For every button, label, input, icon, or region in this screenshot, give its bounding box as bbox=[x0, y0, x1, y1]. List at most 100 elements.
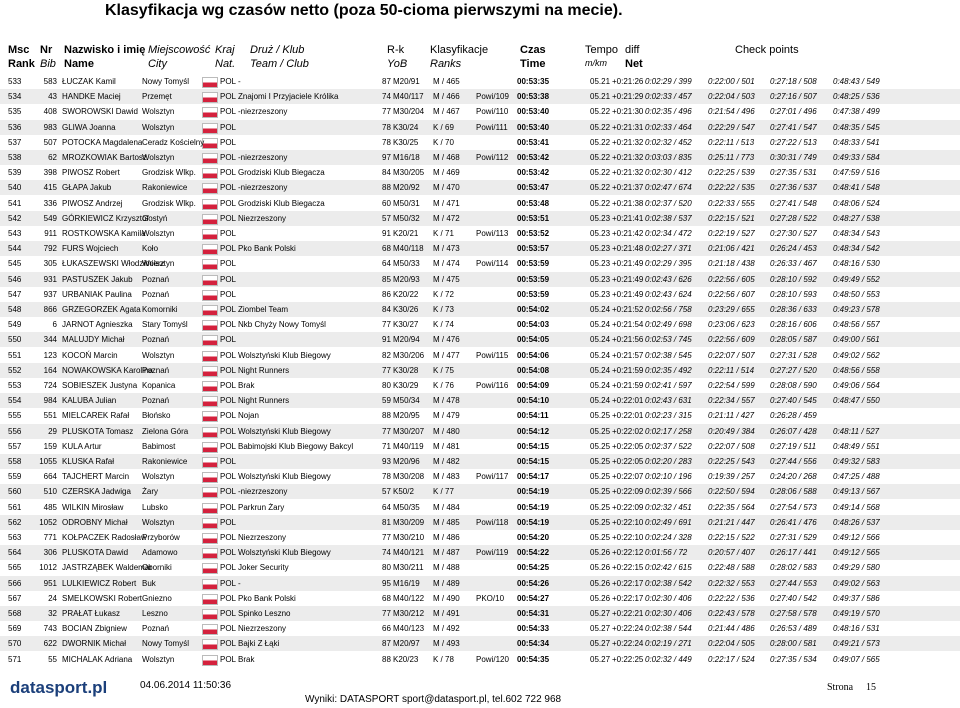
rank: 536 bbox=[8, 122, 22, 132]
city: Lubsko bbox=[142, 502, 168, 512]
checkpoint: 0:48:56 / 558 bbox=[833, 365, 880, 375]
flag-icon bbox=[202, 365, 218, 377]
diff: +0:22:21 bbox=[612, 609, 644, 618]
tempo: 05.27 bbox=[590, 609, 611, 618]
header-label: m/km bbox=[585, 58, 607, 68]
time: 00:53:48 bbox=[517, 198, 550, 208]
diff: +0:21:38 bbox=[612, 198, 644, 208]
tempo: 05.25 bbox=[590, 517, 611, 527]
tempo: 05.24 bbox=[590, 365, 611, 375]
table-row: 568 32 PRAŁAT Łukasz Leszno POL Spinko Leszno… bbox=[0, 606, 960, 621]
checkpoint: 0:02:19 / 271 bbox=[645, 639, 692, 649]
tempo: 05.24 bbox=[590, 396, 611, 406]
bib: 583 bbox=[43, 77, 57, 86]
checkpoint: 0:22:07 / 508 bbox=[708, 441, 755, 451]
category: K30/26 bbox=[393, 305, 419, 314]
table-row: 560 510 CZERSKA Jadwiga Żary POL -niezrzeszon… bbox=[0, 484, 960, 500]
category: M30/204 bbox=[393, 107, 425, 117]
gender-rank: M / 490 bbox=[433, 593, 460, 603]
tempo: 05.27 bbox=[590, 639, 611, 649]
time: 00:54:05 bbox=[517, 335, 550, 345]
city: Rakoniewice bbox=[142, 183, 188, 193]
nat: POL bbox=[220, 502, 237, 512]
checkpoint: 0:48:27 / 538 bbox=[833, 213, 880, 223]
checkpoint: 0:22:56 / 607 bbox=[708, 289, 755, 299]
rank: 533 bbox=[8, 77, 22, 86]
rank: 538 bbox=[8, 153, 22, 162]
checkpoint: 0:22:34 / 557 bbox=[708, 396, 755, 406]
rank: 565 bbox=[8, 563, 22, 573]
bib: 55 bbox=[48, 654, 57, 664]
nat: POL bbox=[220, 441, 237, 451]
club-rank: Powi/111 bbox=[476, 122, 508, 132]
yob: 93 bbox=[382, 457, 391, 466]
tempo: 05.25 bbox=[590, 502, 611, 512]
flag-icon bbox=[202, 213, 218, 225]
name: JARNOT Agnieszka bbox=[62, 320, 133, 330]
gender-rank: M / 491 bbox=[433, 609, 460, 618]
gender-rank: K / 70 bbox=[433, 137, 454, 147]
checkpoint: 0:22:56 / 605 bbox=[708, 274, 755, 284]
table-row: 559 664 TAJCHERT Marcin Wolsztyn POL Wolsztyń… bbox=[0, 469, 960, 484]
table-row: 563 771 KOŁPACZEK Radosław Przyborów POL Niez… bbox=[0, 530, 960, 545]
tempo: 05.25 bbox=[590, 457, 611, 466]
diff: +0:21:59 bbox=[612, 365, 644, 375]
team: Brak bbox=[238, 654, 255, 664]
team: Znajomi I Przyjaciele Królika bbox=[238, 92, 339, 102]
nat: POL bbox=[220, 654, 237, 664]
diff: +0:22:02 bbox=[612, 426, 644, 436]
time: 00:53:52 bbox=[517, 229, 550, 238]
diff: +0:22:24 bbox=[612, 624, 644, 634]
table-row: 561 485 WILKIN Mirosław Lubsko POL Parkrun Ża… bbox=[0, 500, 960, 515]
checkpoint: 0:22:43 / 578 bbox=[708, 609, 755, 618]
yob: 82 bbox=[382, 350, 391, 360]
tempo: 05.24 bbox=[590, 320, 611, 330]
checkpoint: 0:48:25 / 536 bbox=[833, 92, 880, 102]
bib: 306 bbox=[43, 548, 57, 558]
checkpoint: 0:02:32 / 452 bbox=[645, 137, 692, 147]
time: 00:54:26 bbox=[517, 578, 550, 588]
name: DWORNIK Michał bbox=[62, 639, 127, 649]
category: M20/91 bbox=[393, 77, 420, 86]
gender-rank: M / 492 bbox=[433, 624, 460, 634]
flag-icon bbox=[202, 305, 218, 316]
checkpoint: 0:24:20 / 268 bbox=[770, 472, 817, 482]
nat: POL bbox=[220, 168, 237, 178]
checkpoint: 0:49:12 / 565 bbox=[833, 548, 880, 558]
team: Wolsztyński Klub Biegowy bbox=[238, 350, 331, 360]
gender-rank: M / 482 bbox=[433, 457, 460, 466]
diff: +0:22:10 bbox=[612, 533, 644, 542]
flag-icon bbox=[202, 563, 218, 575]
checkpoint: 0:26:07 / 428 bbox=[770, 426, 817, 436]
checkpoint: 0:02:49 / 691 bbox=[645, 517, 692, 527]
flag-icon bbox=[202, 381, 218, 392]
gender-rank: K / 77 bbox=[433, 487, 454, 497]
bib: 344 bbox=[43, 335, 57, 345]
city: Buk bbox=[142, 578, 156, 588]
diff: +0:21:54 bbox=[612, 320, 644, 330]
checkpoint: 0:27:44 / 553 bbox=[770, 578, 817, 588]
flag-icon bbox=[202, 441, 218, 453]
yob: 88 bbox=[382, 654, 391, 664]
city: Żary bbox=[142, 487, 158, 497]
checkpoint: 0:02:34 / 472 bbox=[645, 229, 692, 238]
city: Błońsko bbox=[142, 411, 171, 421]
flag-icon bbox=[202, 107, 218, 119]
team: - bbox=[238, 77, 241, 86]
bib: 1012 bbox=[39, 563, 57, 573]
name: BOCIAN Zbigniew bbox=[62, 624, 127, 634]
team: Babimojski Klub Biegowy Bakcyl bbox=[238, 441, 354, 451]
checkpoint: 0:22:54 / 599 bbox=[708, 381, 755, 390]
club-rank: Powi/117 bbox=[476, 472, 509, 482]
checkpoint: 0:02:10 / 196 bbox=[645, 472, 692, 482]
name: PIWOSZ Robert bbox=[62, 168, 120, 178]
city: Przyborów bbox=[142, 533, 180, 542]
diff: +0:21:52 bbox=[612, 305, 644, 314]
tempo: 05.25 bbox=[590, 472, 611, 482]
rank: 558 bbox=[8, 457, 22, 466]
yob: 77 bbox=[382, 609, 391, 618]
tempo: 05.26 bbox=[590, 548, 611, 558]
city: Wolsztyn bbox=[142, 229, 175, 238]
gender-rank: M / 468 bbox=[433, 153, 460, 162]
yob: 91 bbox=[382, 335, 391, 345]
